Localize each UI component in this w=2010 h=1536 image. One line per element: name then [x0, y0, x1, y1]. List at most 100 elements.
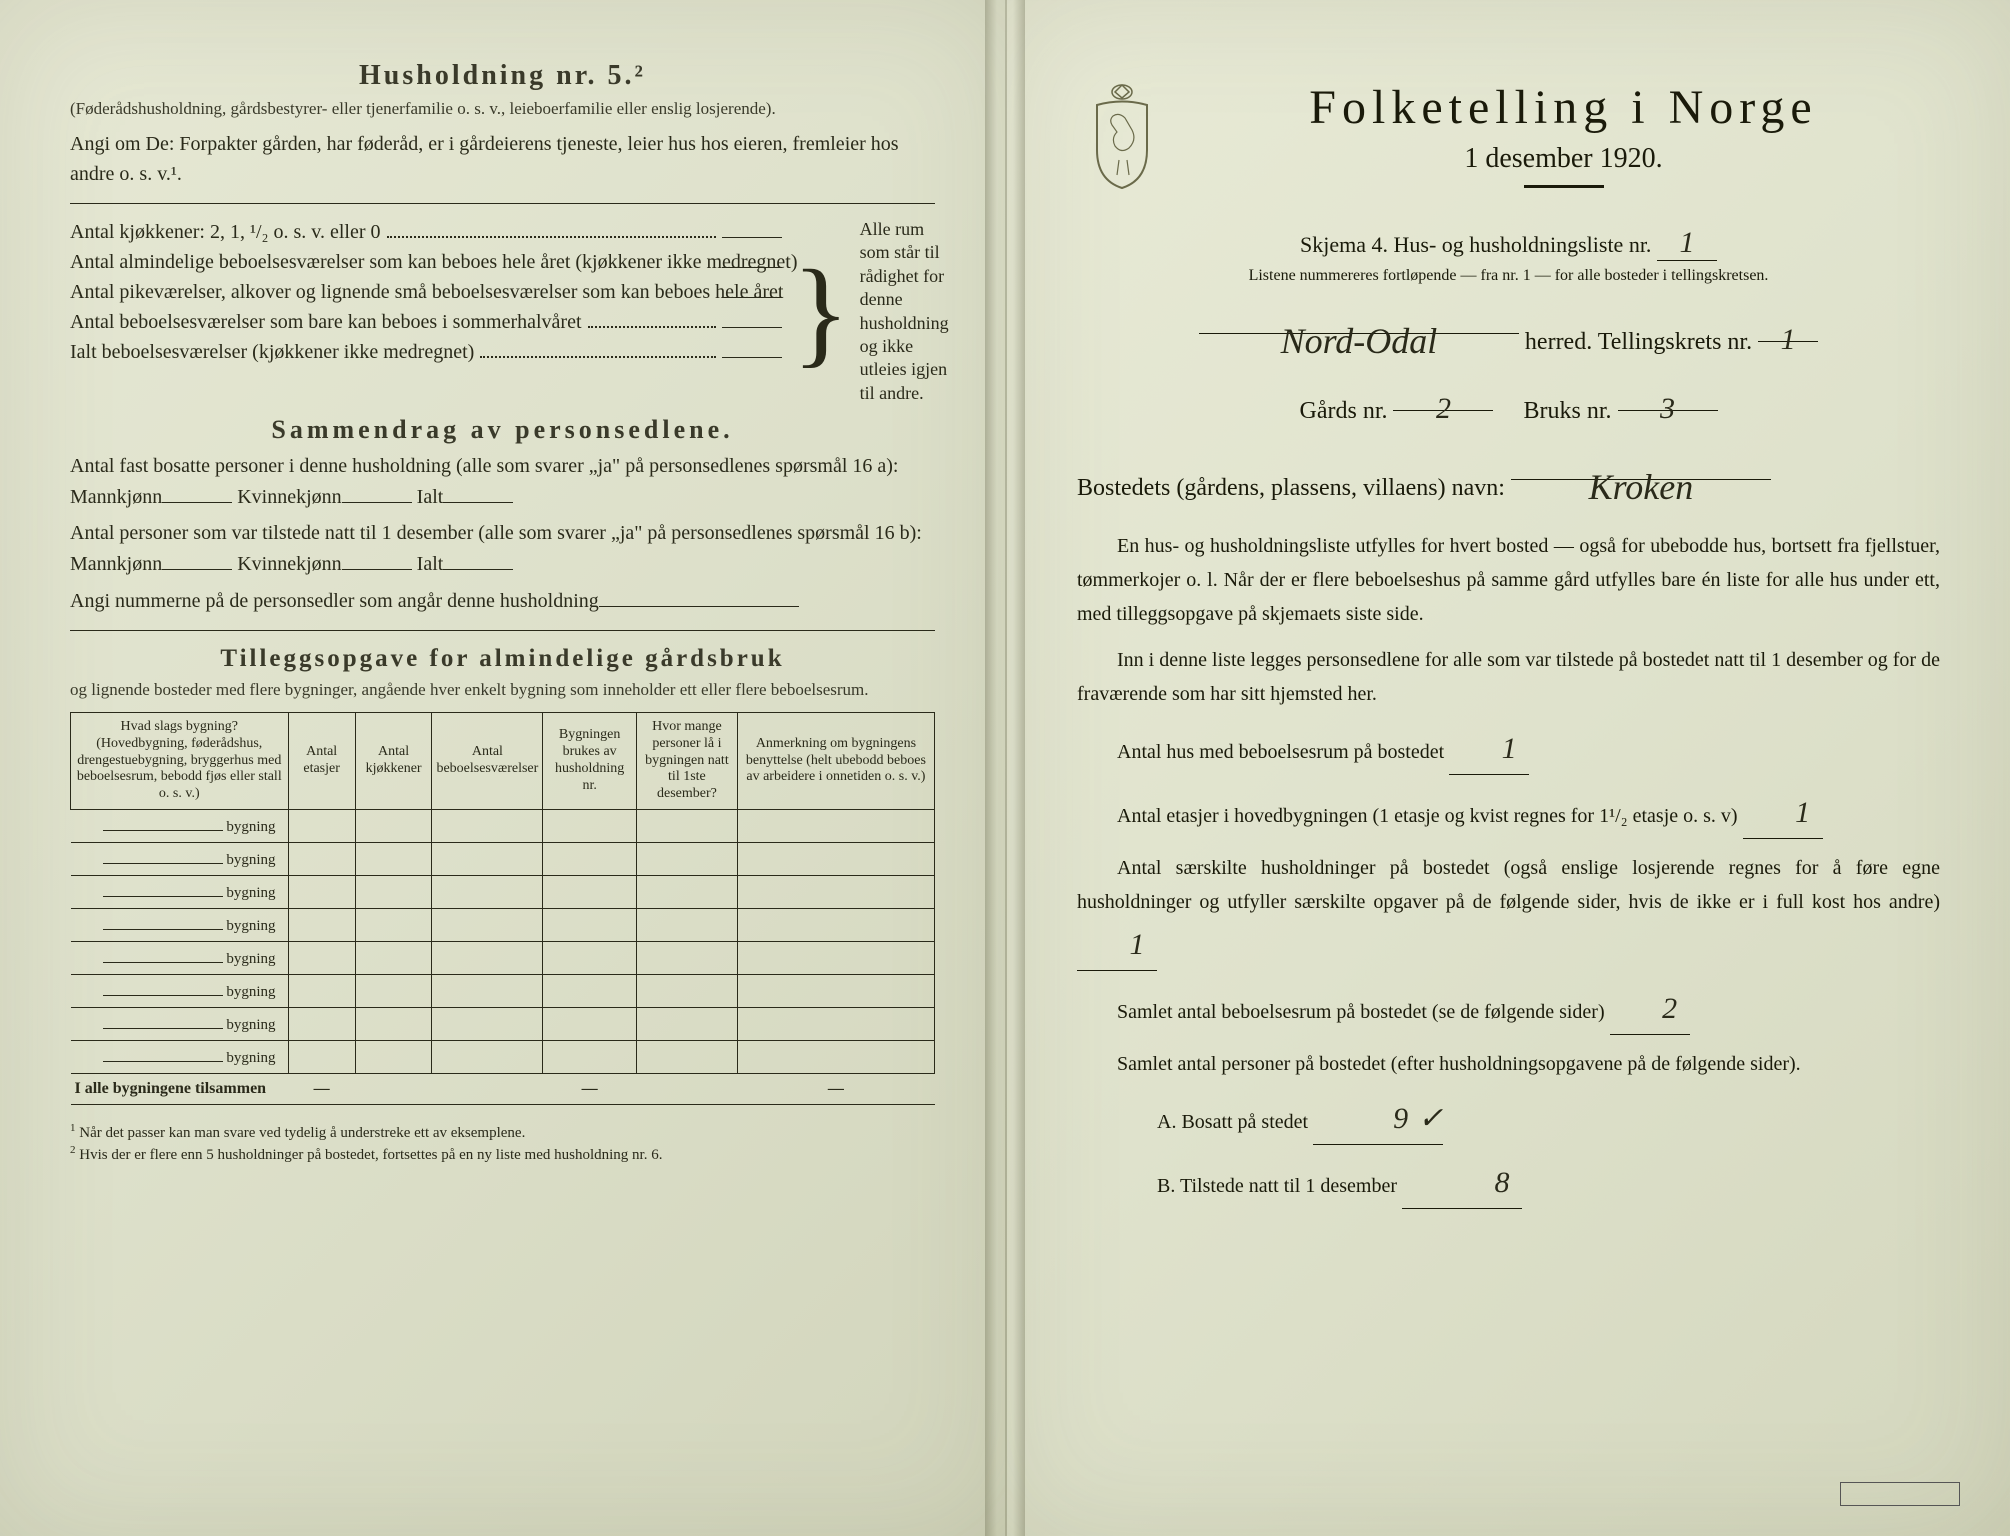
sum-label: I alle bygningene tilsammen: [71, 1073, 289, 1104]
q5a-line: A. Bosatt på stedet 9 ✓: [1077, 1093, 1940, 1145]
household5-instruction: Angi om De: Forpakter gården, har føderå…: [70, 129, 935, 189]
instruction-para-2: Inn i denne liste legges personsedlene f…: [1077, 643, 1940, 711]
table-cell: [543, 974, 637, 1007]
krets-nr-value: 1: [1781, 323, 1796, 356]
printer-stamp: [1840, 1482, 1960, 1506]
summary-ialt-label-2: Ialt: [417, 553, 444, 575]
rooms-block: Antal kjøkkener: 2, 1, ¹/₂ o. s. v. elle…: [70, 218, 935, 405]
household5-title: Husholdning nr. 5.²: [70, 60, 935, 92]
form-label: Skjema 4. Hus- og husholdningsliste nr.: [1300, 232, 1651, 257]
table-cell: [543, 809, 637, 842]
table-cell: [432, 974, 543, 1007]
q5a-value: 9: [1393, 1102, 1408, 1135]
q1-value: 1: [1502, 732, 1517, 765]
table-cell: [355, 1007, 432, 1040]
header-block: Folketelling i Norge 1 desember 1920.: [1077, 80, 1940, 206]
summary-p3-text: Angi nummerne på de personsedler som ang…: [70, 590, 599, 612]
form-note: Listene nummereres fortløpende — fra nr.…: [1077, 267, 1940, 285]
col-1: Antal etasjer: [288, 713, 355, 810]
table-cell: [432, 875, 543, 908]
table-cell: [288, 875, 355, 908]
table-cell: [543, 1040, 637, 1073]
row-label-cell: bygning: [71, 842, 289, 875]
divider-2: [70, 630, 935, 631]
table-cell: [636, 875, 737, 908]
table-row: bygning: [71, 941, 935, 974]
q4-line: Samlet antal beboelsesrum på bostedet (s…: [1077, 983, 1940, 1035]
table-row: bygning: [71, 974, 935, 1007]
q5b-value: 8: [1495, 1166, 1510, 1199]
table-sum-row: I alle bygningene tilsammen — — —: [71, 1073, 935, 1104]
gards-nr-value: 2: [1436, 392, 1451, 425]
table-row: bygning: [71, 875, 935, 908]
coat-of-arms-icon: [1077, 80, 1167, 190]
q5-header: Samlet antal personer på bostedet (efter…: [1077, 1047, 1940, 1081]
summary-line-2: Antal personer som var tilstede natt til…: [70, 518, 935, 579]
table-cell: [355, 974, 432, 1007]
table-cell: [355, 1040, 432, 1073]
table-cell: [432, 941, 543, 974]
herred-value: Nord-Odal: [1281, 321, 1438, 361]
rooms-total-row: Ialt beboelsesværelser (kjøkkener ikke m…: [70, 338, 782, 364]
rooms3-label: Antal beboelsesværelser som bare kan beb…: [70, 311, 582, 334]
title-rule: [1524, 185, 1604, 188]
gards-label: Gårds nr.: [1300, 398, 1388, 424]
summary-kvinne-label: Kvinnekjønn: [237, 486, 341, 508]
table-cell: [543, 941, 637, 974]
q2-label: Antal etasjer i hovedbygningen (1 etasje…: [1117, 805, 1738, 827]
q3-line: Antal særskilte husholdninger på bostede…: [1077, 851, 1940, 971]
table-cell: [288, 1007, 355, 1040]
table-cell: [355, 875, 432, 908]
row-label-cell: bygning: [71, 875, 289, 908]
summary-line-3: Angi nummerne på de personsedler som ang…: [70, 585, 935, 616]
table-cell: [636, 1007, 737, 1040]
table-cell: [636, 908, 737, 941]
row-label-cell: bygning: [71, 809, 289, 842]
q1-line: Antal hus med beboelsesrum på bostedet 1: [1077, 723, 1940, 775]
sum-dash-2: —: [543, 1073, 637, 1104]
row-label-cell: bygning: [71, 974, 289, 1007]
rooms-row-1: Antal almindelige beboelsesværelser som …: [70, 248, 782, 274]
q2-value: 1: [1795, 796, 1810, 829]
table-cell: [737, 809, 934, 842]
rooms-total-label: Ialt beboelsesværelser (kjøkkener ikke m…: [70, 341, 474, 364]
q4-value: 2: [1662, 992, 1677, 1025]
tillegg-title: Tilleggsopgave for almindelige gårdsbruk: [70, 645, 935, 673]
bosted-label: Bostedets (gårdens, plassens, villaens) …: [1077, 475, 1505, 501]
rooms1-label: Antal almindelige beboelsesværelser som …: [70, 251, 710, 274]
table-cell: [432, 908, 543, 941]
col-0: Hvad slags bygning? (Hovedbygning, føder…: [71, 713, 289, 810]
right-page: Folketelling i Norge 1 desember 1920. Sk…: [1005, 0, 2010, 1536]
row-label-cell: bygning: [71, 1007, 289, 1040]
table-cell: [355, 809, 432, 842]
sub-title: 1 desember 1920.: [1187, 143, 1940, 175]
q4-label: Samlet antal beboelsesrum på bostedet (s…: [1117, 1001, 1605, 1023]
q5a-label: A. Bosatt på stedet: [1157, 1111, 1308, 1133]
table-cell: [355, 908, 432, 941]
bosted-value: Kroken: [1589, 467, 1694, 507]
table-cell: [288, 1040, 355, 1073]
table-cell: [737, 875, 934, 908]
q5b-label: B. Tilstede natt til 1 desember: [1157, 1175, 1397, 1197]
row-label-cell: bygning: [71, 941, 289, 974]
col-6: Anmerkning om bygningens benyttelse (hel…: [737, 713, 934, 810]
left-page: Husholdning nr. 5.² (Føderådshusholdning…: [0, 0, 1005, 1536]
brace-glyph: }: [792, 252, 850, 372]
form-line: Skjema 4. Hus- og husholdningsliste nr. …: [1077, 226, 1940, 261]
table-cell: [432, 809, 543, 842]
rooms-row-3: Antal beboelsesværelser som bare kan beb…: [70, 308, 782, 334]
summary-title: Sammendrag av personsedlene.: [70, 415, 935, 445]
form-nr-value: 1: [1679, 226, 1694, 259]
table-cell: [355, 941, 432, 974]
kitchens-row: Antal kjøkkener: 2, 1, ¹/₂ o. s. v. elle…: [70, 218, 782, 244]
divider: [70, 203, 935, 204]
herred-line: Nord-Odal herred. Tellingskrets nr. 1: [1077, 305, 1940, 364]
footnotes: 1 Når det passer kan man svare ved tydel…: [70, 1121, 935, 1166]
row-label-cell: bygning: [71, 1040, 289, 1073]
summary-kvinne-label-2: Kvinnekjønn: [237, 553, 341, 575]
table-cell: [636, 1040, 737, 1073]
table-header-row: Hvad slags bygning? (Hovedbygning, føder…: [71, 713, 935, 810]
table-cell: [543, 1007, 637, 1040]
table-cell: [288, 941, 355, 974]
summary-ialt-label: Ialt: [417, 486, 444, 508]
